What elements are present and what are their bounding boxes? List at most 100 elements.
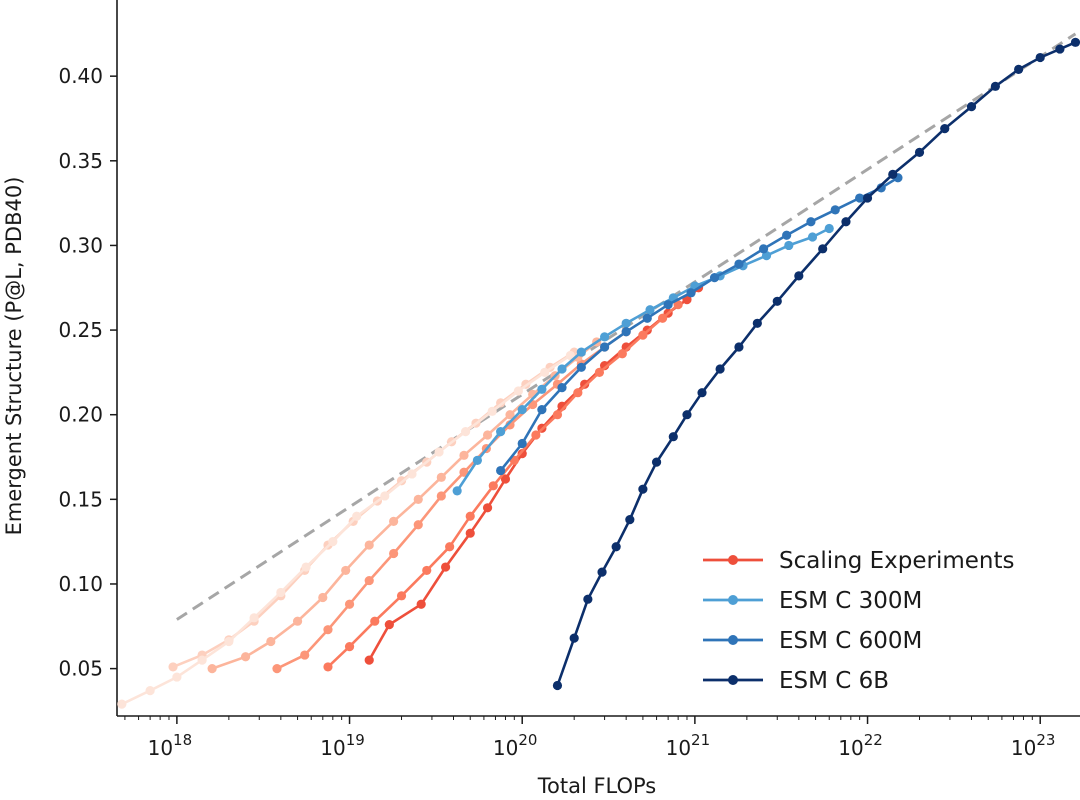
data-point: [651, 457, 662, 467]
data-point: [422, 565, 432, 576]
data-point: [465, 528, 475, 538]
data-point: [565, 350, 575, 361]
data-point: [537, 384, 547, 394]
legend-swatch-marker: [728, 675, 738, 685]
data-point: [537, 405, 547, 415]
data-point: [436, 491, 446, 501]
data-point: [207, 664, 217, 674]
data-point: [1055, 44, 1065, 54]
data-point: [557, 364, 567, 374]
series-line: [327, 303, 679, 668]
data-point: [540, 367, 550, 377]
data-point: [452, 486, 462, 496]
x-tick-label: 1018: [148, 731, 193, 760]
data-point: [224, 636, 234, 647]
data-point: [380, 491, 390, 501]
y-tick-label: 0.40: [58, 64, 103, 88]
x-tick-label: 1019: [320, 731, 365, 760]
data-point: [990, 81, 1000, 91]
series-group: [117, 350, 575, 709]
data-point: [1014, 64, 1024, 74]
data-point: [617, 349, 627, 359]
data-point: [445, 542, 455, 552]
data-point: [413, 494, 423, 504]
data-point: [830, 205, 840, 215]
legend-swatch-marker: [728, 555, 738, 565]
data-point: [384, 619, 394, 630]
legend-swatch-marker: [728, 595, 738, 605]
data-point: [389, 516, 399, 526]
data-point: [459, 467, 469, 477]
data-point: [168, 662, 178, 672]
data-point: [966, 102, 977, 112]
data-point: [806, 217, 816, 227]
legend-label: Scaling Experiments: [779, 548, 1014, 574]
data-point: [487, 406, 497, 416]
data-point: [807, 232, 818, 242]
data-point: [686, 288, 696, 298]
series-line: [556, 41, 1077, 686]
legend-swatch-marker: [728, 635, 738, 645]
data-point: [364, 540, 374, 550]
data-point: [682, 410, 692, 420]
data-point: [413, 520, 423, 530]
x-tick-label: 1022: [838, 731, 883, 760]
data-point: [715, 364, 725, 374]
data-point: [638, 330, 648, 340]
data-point: [611, 542, 621, 552]
data-point: [436, 472, 446, 482]
x-tick-label: 1020: [493, 731, 538, 760]
series-group: [452, 223, 834, 496]
series-group: [323, 300, 683, 672]
data-point: [645, 305, 655, 315]
data-point: [758, 244, 769, 254]
data-point: [657, 313, 668, 323]
series-line: [499, 176, 899, 472]
data-point: [734, 259, 744, 269]
data-point: [531, 430, 541, 440]
data-point: [465, 511, 475, 521]
x-tick-label: 1023: [1011, 731, 1056, 760]
data-point: [240, 652, 251, 662]
data-point: [1035, 52, 1045, 63]
data-point: [318, 592, 328, 603]
data-point: [513, 386, 523, 396]
data-point: [557, 383, 567, 393]
data-point: [642, 313, 652, 323]
data-point: [488, 481, 498, 491]
data-point: [482, 430, 493, 440]
data-point: [266, 636, 276, 647]
legend: Scaling Experiments ESM C 300M ESM C 600M E…: [690, 535, 1070, 710]
y-tick-label: 0.25: [58, 318, 103, 342]
data-point: [344, 642, 355, 652]
y-tick-label: 0.30: [58, 233, 103, 257]
data-point: [673, 300, 683, 310]
data-point: [472, 455, 482, 466]
data-point: [888, 169, 898, 179]
data-point: [940, 124, 950, 134]
data-point: [352, 511, 362, 521]
data-point: [818, 244, 828, 254]
data-point: [594, 367, 605, 377]
data-point: [249, 613, 259, 623]
data-point: [460, 427, 471, 437]
data-point: [301, 562, 311, 572]
data-point: [323, 625, 333, 635]
data-point: [552, 680, 563, 691]
data-point: [396, 591, 407, 601]
data-point: [272, 664, 282, 674]
data-point: [276, 587, 286, 598]
series-group: [496, 173, 903, 476]
data-point: [117, 699, 127, 709]
data-point: [300, 650, 310, 660]
data-point: [772, 296, 782, 306]
data-point: [709, 272, 720, 283]
data-point: [416, 599, 426, 609]
series-layer: [117, 37, 1080, 709]
data-point: [505, 410, 515, 420]
tick-layer: 0.05 0.10 0.15 0.20 0.25 0.30 0.35 0.40 1018 1019…: [58, 64, 1055, 760]
legend-label: ESM C 6B: [779, 668, 889, 694]
data-point: [500, 474, 511, 484]
y-tick-label: 0.35: [58, 149, 103, 173]
